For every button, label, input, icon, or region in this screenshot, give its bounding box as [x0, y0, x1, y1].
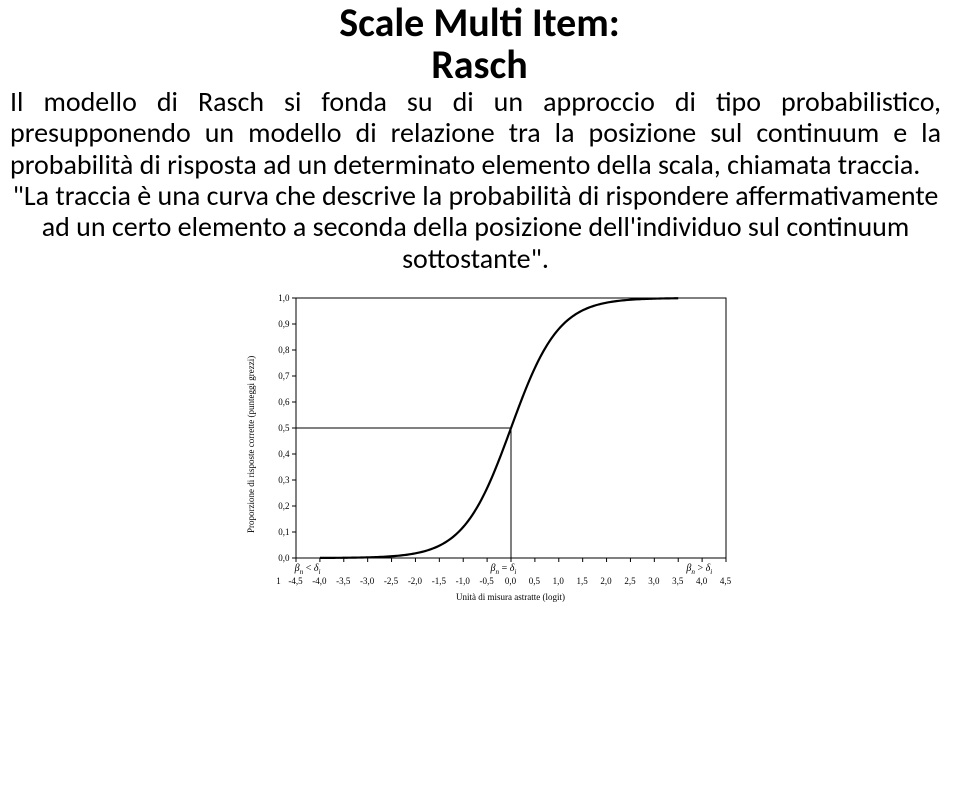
page-title: Scale Multi Item: Rasch	[0, 0, 959, 86]
ytick-label: 0,3	[260, 475, 290, 485]
ytick-label: 0,0	[260, 553, 290, 563]
ytick-label: 0,5	[260, 423, 290, 433]
title-line-2: Rasch	[0, 44, 959, 86]
ytick-label: 0,8	[260, 345, 290, 355]
xtick-label: 4,5	[711, 576, 741, 586]
ytick-label: 1,0	[260, 293, 290, 303]
y-axis-title: Proporzione di risposte corrette (punteg…	[246, 356, 256, 533]
ytick-label: 0,6	[260, 397, 290, 407]
paragraph-1: Il modello di Rasch si fonda su di un ap…	[10, 86, 941, 180]
annotation-right: βn > δi	[686, 563, 712, 576]
ytick-label: 0,7	[260, 371, 290, 381]
ytick-label: 0,2	[260, 501, 290, 511]
ytick-label: 0,1	[260, 527, 290, 537]
annotation-mid: βn = δi	[491, 563, 517, 576]
title-line-1: Scale Multi Item:	[0, 2, 959, 44]
paragraph-2: "La traccia è una curva che descrive la …	[10, 180, 941, 274]
xtick-extra-left: 1	[272, 576, 286, 586]
ytick-label: 0,9	[260, 319, 290, 329]
ytick-label: 0,4	[260, 449, 290, 459]
annotation-left: βn < δi	[295, 563, 321, 576]
logistic-chart: 0,00,10,20,30,40,50,60,70,80,91,0-4,5-4,…	[210, 288, 750, 648]
body-text: Il modello di Rasch si fonda su di un ap…	[0, 86, 959, 274]
x-axis-title: Unità di misura astratte (logit)	[296, 592, 726, 602]
